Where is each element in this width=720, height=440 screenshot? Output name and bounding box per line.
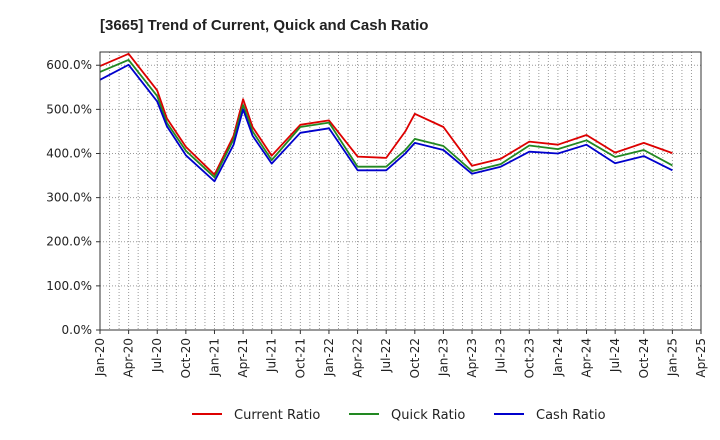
x-tick-label: Oct-23 xyxy=(522,338,536,378)
x-tick-label: Jul-23 xyxy=(494,338,508,373)
y-tick-label: 100.0% xyxy=(46,279,92,293)
x-tick-label: Jan-23 xyxy=(436,338,450,377)
x-axis: Jan-20 Apr-20 Jul-20 Oct-20 Jan-21 Apr-21 Jul-… xyxy=(93,330,708,378)
series-line-quick-ratio xyxy=(99,59,673,179)
y-tick-label: 600.0% xyxy=(46,58,92,72)
x-tick-label: Apr-21 xyxy=(236,338,250,378)
x-tick-label: Jul-22 xyxy=(379,338,393,373)
x-tick-label: Oct-22 xyxy=(408,338,422,378)
x-tick-label: Jul-20 xyxy=(150,338,164,373)
plot-frame xyxy=(99,51,702,331)
x-tick-label: Apr-23 xyxy=(465,338,479,378)
series-layer xyxy=(99,52,673,183)
x-tick-label: Jan-24 xyxy=(551,338,565,377)
x-tick-label: Jul-24 xyxy=(608,338,622,373)
chart-title: [3665] Trend of Current, Quick and Cash … xyxy=(100,17,428,34)
x-tick-label: Apr-24 xyxy=(580,338,594,378)
legend: Current Ratio Quick Ratio Cash Ratio xyxy=(192,408,606,423)
x-tick-label: Apr-20 xyxy=(122,338,136,378)
x-tick-label: Oct-21 xyxy=(293,338,307,378)
y-tick-label: 400.0% xyxy=(46,146,92,160)
x-tick-label: Apr-22 xyxy=(351,338,365,378)
series-line-cash-ratio xyxy=(99,63,673,183)
x-tick-label: Jul-21 xyxy=(265,338,279,373)
x-tick-label: Jan-20 xyxy=(93,338,107,377)
y-tick-label: 200.0% xyxy=(46,235,92,249)
legend-label-quick-ratio: Quick Ratio xyxy=(391,408,465,423)
x-tick-label: Jan-22 xyxy=(322,338,336,377)
legend-label-cash-ratio: Cash Ratio xyxy=(536,408,606,423)
series-line-current-ratio xyxy=(99,52,673,176)
x-tick-label: Oct-20 xyxy=(179,338,193,378)
y-tick-label: 0.0% xyxy=(62,323,93,337)
x-tick-label: Apr-25 xyxy=(694,338,708,378)
legend-label-current-ratio: Current Ratio xyxy=(234,408,320,423)
grid xyxy=(100,52,701,331)
x-tick-label: Jan-21 xyxy=(207,338,221,377)
x-tick-label: Oct-24 xyxy=(637,338,651,378)
y-axis: 0.0% 100.0% 200.0% 300.0% 400.0% 500.0% 600.0% xyxy=(46,58,100,337)
x-tick-label: Jan-25 xyxy=(665,338,679,377)
y-tick-label: 500.0% xyxy=(46,102,92,116)
y-tick-label: 300.0% xyxy=(46,191,92,205)
